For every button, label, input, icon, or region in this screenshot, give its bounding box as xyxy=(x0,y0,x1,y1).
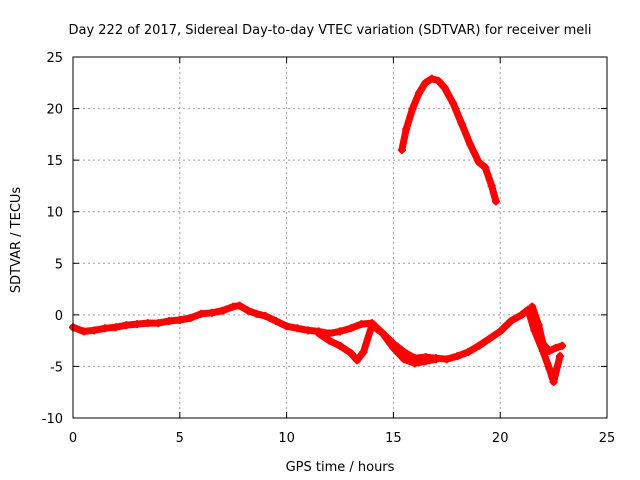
data-point xyxy=(229,302,238,311)
data-point xyxy=(282,322,291,331)
data-point xyxy=(244,306,253,315)
data-point xyxy=(421,78,430,87)
data-point xyxy=(325,329,334,338)
data-point xyxy=(218,306,227,315)
data-point xyxy=(408,104,417,113)
data-point xyxy=(558,341,567,350)
data-point xyxy=(457,120,466,129)
data-point xyxy=(271,317,280,326)
data-point xyxy=(487,181,496,190)
data-point xyxy=(90,326,99,335)
y-tick-label: 20 xyxy=(46,103,63,118)
x-tick-label: 25 xyxy=(599,431,616,446)
data-point xyxy=(440,83,449,92)
tick-labels: 0 5 10 15 20 25 -10 -5 0 5 10 15 20 25 xyxy=(42,51,616,446)
data-point xyxy=(453,352,462,361)
data-point xyxy=(474,158,483,167)
data-point xyxy=(400,355,409,364)
data-point xyxy=(368,321,377,330)
y-axis-label: SDTVAR / TECUs xyxy=(9,187,24,294)
x-tick-label: 15 xyxy=(385,431,402,446)
y-tick-label: 10 xyxy=(46,206,63,221)
x-tick-label: 20 xyxy=(492,431,509,446)
x-tick-label: 10 xyxy=(278,431,295,446)
y-tick-label: 15 xyxy=(46,154,63,169)
data-point xyxy=(410,359,419,368)
data-point xyxy=(545,364,554,373)
plot-frame xyxy=(72,56,608,419)
data-point xyxy=(485,334,494,343)
x-tick-label: 5 xyxy=(176,431,184,446)
data-point xyxy=(346,349,355,358)
data-point xyxy=(143,319,152,328)
data-point xyxy=(466,140,475,149)
y-tick-label: 5 xyxy=(55,257,63,272)
data-point xyxy=(101,324,110,333)
data-point xyxy=(464,347,473,356)
data-point xyxy=(545,346,554,355)
data-point xyxy=(79,327,88,336)
y-tick-label: 0 xyxy=(55,309,63,324)
data-point xyxy=(506,317,515,326)
data-point xyxy=(421,357,430,366)
data-point xyxy=(303,326,312,335)
data-point xyxy=(496,327,505,336)
data-point xyxy=(336,327,344,336)
data-point xyxy=(491,197,500,206)
data-point xyxy=(353,356,362,365)
data-point xyxy=(122,321,131,330)
data-point xyxy=(336,341,344,350)
data-point xyxy=(556,352,565,361)
data-point xyxy=(517,310,526,319)
data-point xyxy=(165,317,174,326)
data-point xyxy=(538,339,547,348)
data-point xyxy=(346,324,355,333)
data-point xyxy=(434,76,443,85)
data-point xyxy=(442,355,451,364)
data-point xyxy=(528,302,537,311)
data-point xyxy=(415,89,424,98)
data-point xyxy=(427,74,436,83)
data-point xyxy=(534,321,543,330)
data-point xyxy=(432,355,441,364)
data-point xyxy=(549,377,558,386)
data-point xyxy=(207,308,216,317)
data-point xyxy=(325,336,334,345)
data-point xyxy=(154,319,163,328)
data-point xyxy=(197,309,206,318)
data-point xyxy=(314,329,323,338)
data-point xyxy=(111,323,120,332)
data-point xyxy=(357,320,366,329)
data-point xyxy=(378,329,387,338)
data-point xyxy=(474,341,483,350)
data-series xyxy=(69,74,567,386)
data-point xyxy=(449,99,458,108)
y-tick-label: -10 xyxy=(42,412,63,427)
data-point xyxy=(293,324,302,333)
data-point xyxy=(551,343,560,352)
y-tick-label: -5 xyxy=(50,360,63,375)
data-point xyxy=(481,163,490,172)
data-point xyxy=(359,347,368,356)
data-point xyxy=(397,145,406,154)
data-point xyxy=(186,313,195,322)
y-tick-label: 25 xyxy=(46,51,63,66)
data-point xyxy=(402,125,411,134)
x-tick-label: 0 xyxy=(69,431,77,446)
data-point xyxy=(133,320,142,329)
data-point xyxy=(261,311,270,320)
data-point xyxy=(235,301,244,310)
chart-title: Day 222 of 2017, Sidereal Day-to-day VTE… xyxy=(68,23,591,38)
data-point xyxy=(175,316,184,325)
x-axis-label: GPS time / hours xyxy=(286,460,395,475)
data-point xyxy=(252,309,261,318)
data-point xyxy=(389,343,398,352)
